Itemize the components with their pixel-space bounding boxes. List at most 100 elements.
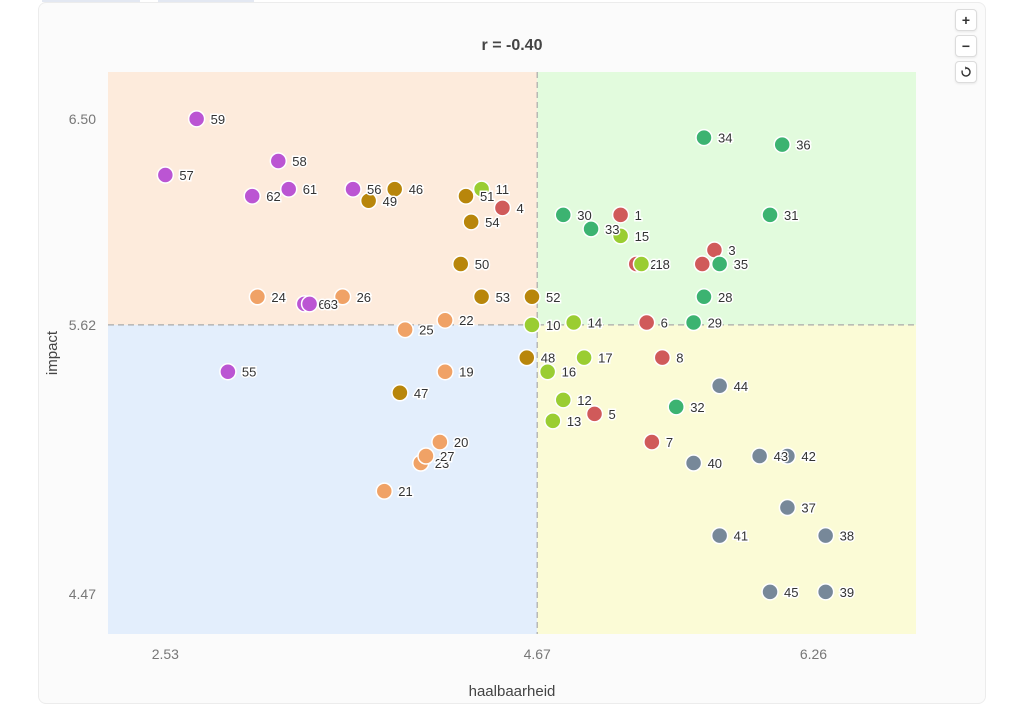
data-label-53: 53 — [496, 290, 510, 305]
data-label-36: 36 — [796, 138, 810, 153]
zoom-out-button[interactable]: − — [955, 35, 977, 57]
data-point-47 — [391, 384, 409, 402]
data-label-5: 5 — [609, 407, 616, 422]
x-tick-label: 2.53 — [152, 646, 179, 662]
x-axis-title: haalbaarheid — [469, 683, 556, 700]
data-label-8: 8 — [676, 351, 683, 366]
data-point-33 — [582, 220, 600, 238]
data-label-2: 2 — [650, 257, 657, 272]
data-label-55: 55 — [242, 365, 256, 380]
data-point-41 — [710, 526, 729, 545]
data-point-27 — [417, 447, 435, 465]
data-label-22: 22 — [459, 313, 473, 328]
y-axis-title: impact — [44, 330, 61, 375]
zoom-in-button[interactable]: + — [955, 9, 977, 31]
data-label-48: 48 — [541, 351, 555, 366]
data-label-4: 4 — [516, 201, 523, 216]
data-point-44 — [710, 377, 729, 395]
data-label-29: 29 — [708, 316, 722, 331]
data-point-39 — [816, 583, 835, 601]
data-label-6: 6 — [661, 316, 668, 331]
data-label-40: 40 — [708, 456, 722, 471]
data-point-25 — [396, 320, 414, 339]
data-point-26 — [333, 288, 352, 306]
data-point-51 — [457, 187, 475, 205]
data-point-14 — [564, 313, 583, 332]
data-label-19: 19 — [459, 365, 473, 380]
data-label-14: 14 — [588, 316, 602, 331]
data-label-23: 23 — [435, 456, 449, 471]
chart-title: r = -0.40 — [482, 37, 543, 54]
data-label-39: 39 — [840, 585, 854, 600]
data-point-61 — [279, 180, 298, 198]
data-label-26: 26 — [357, 290, 371, 305]
data-label-47: 47 — [414, 386, 428, 401]
data-point-58 — [269, 152, 288, 170]
data-point-30 — [554, 206, 573, 224]
data-point-50 — [451, 255, 470, 273]
data-point-38 — [816, 526, 835, 545]
x-tick-label: 4.67 — [524, 646, 551, 662]
data-point-32 — [667, 398, 685, 416]
data-label-37: 37 — [801, 501, 815, 516]
x-tick-label: 6.26 — [800, 646, 827, 662]
data-label-62: 62 — [266, 189, 280, 204]
data-point-11 — [472, 180, 491, 198]
data-point-17 — [575, 348, 593, 367]
data-label-41: 41 — [734, 529, 748, 544]
data-label-21: 21 — [398, 484, 412, 499]
data-point-54 — [462, 213, 480, 231]
data-point-29 — [684, 313, 703, 332]
data-label-58: 58 — [292, 154, 306, 169]
data-label-63: 63 — [324, 297, 338, 312]
data-label-57: 57 — [179, 168, 193, 183]
data-point-37 — [778, 498, 797, 517]
data-label-43: 43 — [774, 449, 788, 464]
data-label-13: 13 — [567, 414, 581, 429]
quadrant-bottom-left — [108, 324, 538, 634]
data-point-22 — [436, 311, 454, 329]
data-label-25: 25 — [419, 323, 433, 338]
data-point-48 — [518, 348, 536, 367]
data-label-52: 52 — [546, 290, 560, 305]
data-label-10: 10 — [546, 318, 560, 333]
data-label-32: 32 — [690, 400, 704, 415]
y-tick-label: 6.50 — [69, 111, 96, 127]
data-label-56: 56 — [367, 182, 381, 197]
data-point-4 — [493, 199, 512, 217]
data-point-7 — [643, 433, 661, 451]
tab-strip — [38, 0, 986, 2]
data-point-35 — [710, 255, 729, 273]
data-point-59 — [187, 110, 206, 128]
data-point-63 — [300, 295, 319, 313]
data-label-42: 42 — [801, 449, 815, 464]
data-label-33: 33 — [605, 222, 619, 237]
data-label-24: 24 — [271, 290, 285, 305]
data-label-30: 30 — [577, 208, 591, 223]
zoom-controls: + − — [955, 9, 979, 87]
data-label-27: 27 — [440, 449, 454, 464]
data-point-24 — [248, 288, 267, 306]
data-point-5 — [585, 405, 604, 423]
data-label-46: 46 — [409, 182, 423, 197]
y-tick-label: 4.47 — [69, 586, 96, 602]
data-label-44: 44 — [734, 379, 748, 394]
data-label-20: 20 — [454, 435, 468, 450]
reset-zoom-button[interactable] — [955, 61, 977, 83]
quadrant-bottom-right — [537, 324, 916, 634]
data-point-9 — [693, 255, 712, 273]
data-label-1: 1 — [635, 208, 642, 223]
data-point-56 — [344, 180, 362, 198]
data-label-45: 45 — [784, 585, 798, 600]
data-point-53 — [472, 288, 491, 306]
data-point-15 — [611, 227, 630, 245]
data-point-12 — [554, 391, 573, 409]
data-point-42 — [778, 447, 797, 465]
data-point-16 — [538, 362, 557, 381]
data-label-18: 18 — [655, 257, 669, 272]
data-label-11: 11 — [496, 182, 510, 197]
tab-indicator-right — [158, 0, 254, 2]
data-label-17: 17 — [598, 351, 612, 366]
data-point-62 — [243, 187, 261, 205]
